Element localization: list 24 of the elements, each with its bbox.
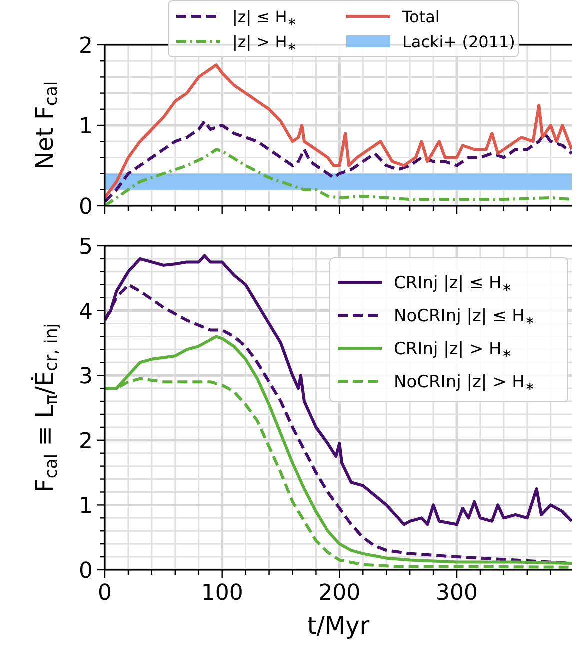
legend-label: |z| > H$_{∗}$ — [232, 32, 297, 54]
y-tick-label: 1 — [79, 494, 93, 520]
x-tick-label: 200 — [318, 581, 361, 606]
legend-label: CRInj |z| ≤ H$_{∗}$ — [394, 274, 512, 294]
x-tick-label: 300 — [436, 581, 478, 606]
line-series — [105, 120, 572, 204]
legend-label: Lacki+ (2011) — [402, 32, 516, 52]
x-axis-title: t/Myr — [307, 612, 370, 640]
y-tick-label: 1 — [79, 114, 93, 140]
y-tick-label: 4 — [79, 300, 93, 325]
line-series — [105, 64, 572, 200]
y-tick-label: 2 — [79, 429, 93, 454]
y-tick-label: 5 — [79, 235, 93, 260]
y-tick-label: 3 — [79, 364, 93, 390]
x-tick-label: 100 — [201, 581, 244, 606]
y-tick-label: 2 — [79, 34, 93, 59]
y-tick-label: 0 — [79, 559, 93, 584]
y-tick-label: 0 — [79, 195, 93, 220]
legend-label: NoCRInj |z| > H$_{∗}$ — [394, 372, 536, 394]
legend-label: |z| ≤ H$_{∗}$ — [232, 8, 297, 28]
x-tick-label: 0 — [98, 581, 112, 606]
legend-label: Total — [402, 8, 440, 26]
legend-label: NoCRInj |z| ≤ H$_{∗}$ — [394, 306, 536, 328]
legend-label: CRInj |z| > H$_{∗}$ — [394, 340, 512, 360]
